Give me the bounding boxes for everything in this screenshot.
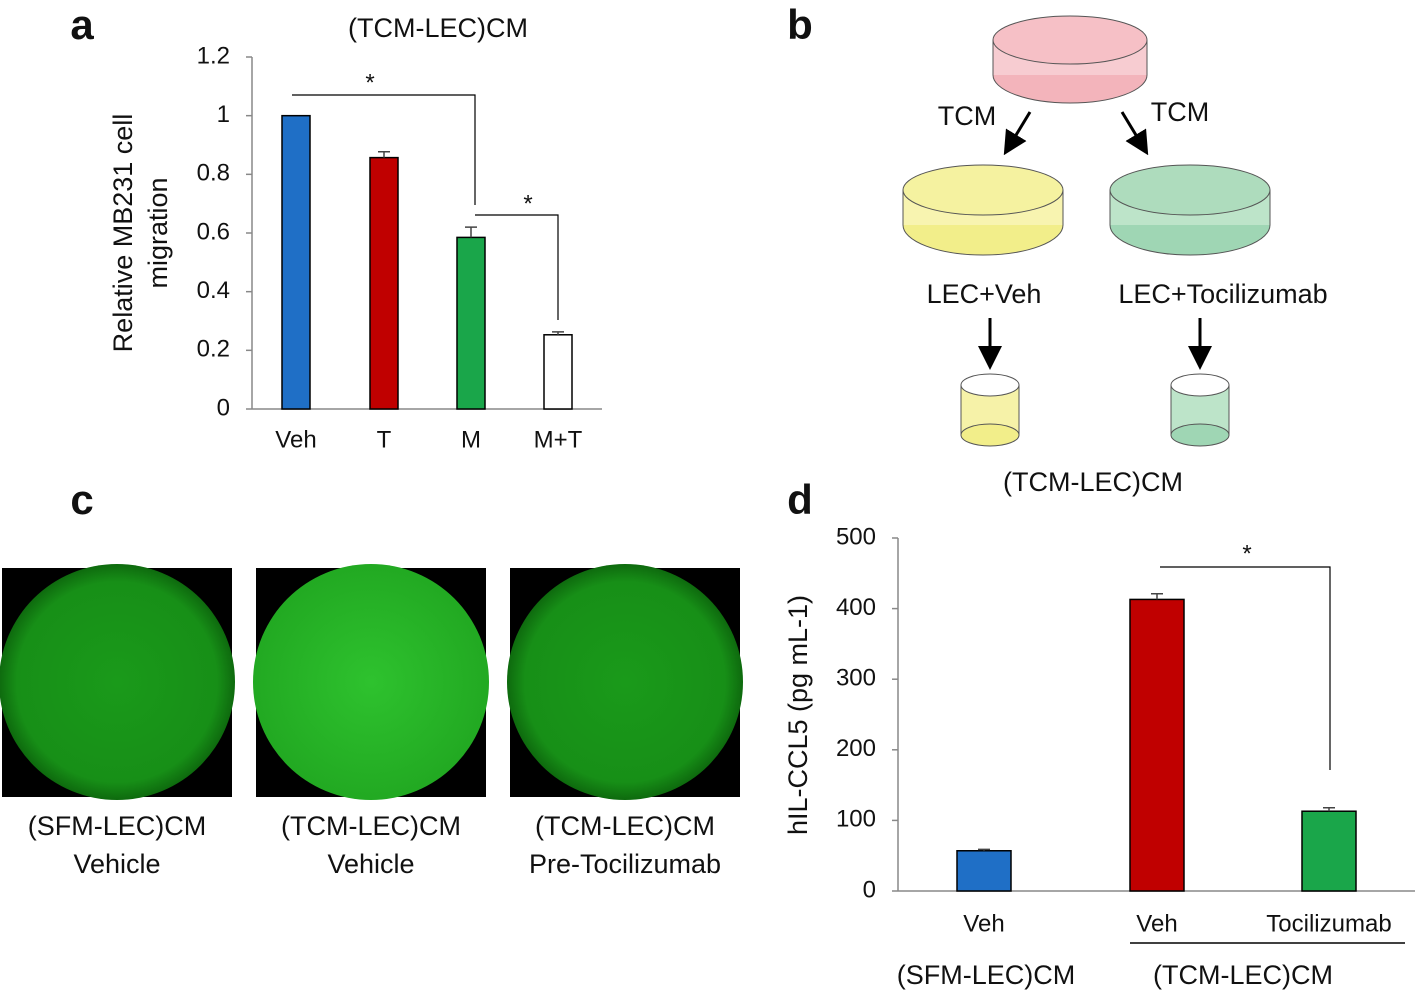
y-tick-label: 200 (836, 735, 876, 762)
group-label: (SFM-LEC)CM (897, 960, 1075, 990)
error-bar (1323, 806, 1335, 812)
bar (281, 114, 311, 410)
y-tick-label: 1 (217, 101, 230, 128)
significance-bracket (1160, 566, 1331, 770)
panel-letter: a (70, 1, 94, 48)
significance-star: * (1242, 540, 1251, 567)
y-axis-label: migration (143, 177, 173, 288)
y-tick-label: 300 (836, 665, 876, 692)
dish-label: LEC+Veh (927, 279, 1042, 309)
product-label: (TCM-LEC)CM (1003, 467, 1183, 497)
y-tick-label: 1.2 (197, 42, 230, 69)
error-bar (552, 331, 564, 335)
significance-star: * (365, 69, 374, 96)
y-tick-label: 0.6 (197, 218, 230, 245)
y-axis-label: hIL-CCL5 (pg mL-1) (783, 595, 813, 835)
bar (543, 334, 573, 410)
image-caption: Vehicle (73, 849, 160, 879)
group-label: (TCM-LEC)CM (1153, 960, 1333, 990)
y-axis-label: Relative MB231 cell (108, 114, 138, 353)
panel-letter: b (787, 1, 813, 48)
bar (1301, 810, 1357, 892)
y-tick-label: 0.8 (197, 160, 230, 187)
significance-bracket (292, 94, 476, 205)
y-tick-label: 500 (836, 523, 876, 550)
y-tick-label: 0.2 (197, 336, 230, 363)
y-tick-label: 100 (836, 806, 876, 833)
y-tick-label: 0.4 (197, 277, 230, 304)
significance-bracket (475, 214, 559, 320)
panel-letter: d (787, 476, 813, 523)
y-tick-label: 0 (217, 394, 230, 421)
x-tick-label: Veh (963, 910, 1004, 937)
arrow-label: TCM (1151, 97, 1209, 127)
error-bar (378, 150, 390, 158)
image-caption: (TCM-LEC)CM (281, 811, 461, 841)
error-bar (465, 226, 477, 238)
chart-title: (TCM-LEC)CM (348, 13, 528, 43)
significance-star: * (523, 190, 532, 217)
x-tick-label: Veh (1136, 910, 1177, 937)
diagram (902, 15, 1271, 447)
image-caption: Vehicle (327, 849, 414, 879)
x-tick-label: M (461, 426, 481, 453)
y-tick-label: 400 (836, 594, 876, 621)
image-caption: Pre-Tocilizumab (529, 849, 721, 879)
image-caption: (SFM-LEC)CM (28, 811, 206, 841)
image-caption: (TCM-LEC)CM (535, 811, 715, 841)
bar (369, 156, 399, 410)
y-tick-label: 0 (863, 876, 876, 903)
error-bar (1151, 593, 1163, 600)
error-bar (978, 848, 990, 851)
panel-letter: c (70, 476, 93, 523)
bar (456, 236, 486, 410)
dish-label: LEC+Tocilizumab (1118, 279, 1327, 309)
x-tick-label: M+T (534, 426, 583, 453)
arrow-label: TCM (938, 101, 996, 131)
micrograph (0, 564, 743, 800)
x-tick-label: T (377, 426, 392, 453)
bar (956, 850, 1012, 892)
x-tick-label: Tocilizumab (1266, 910, 1391, 937)
bar (1129, 598, 1185, 892)
x-tick-label: Veh (275, 426, 316, 453)
